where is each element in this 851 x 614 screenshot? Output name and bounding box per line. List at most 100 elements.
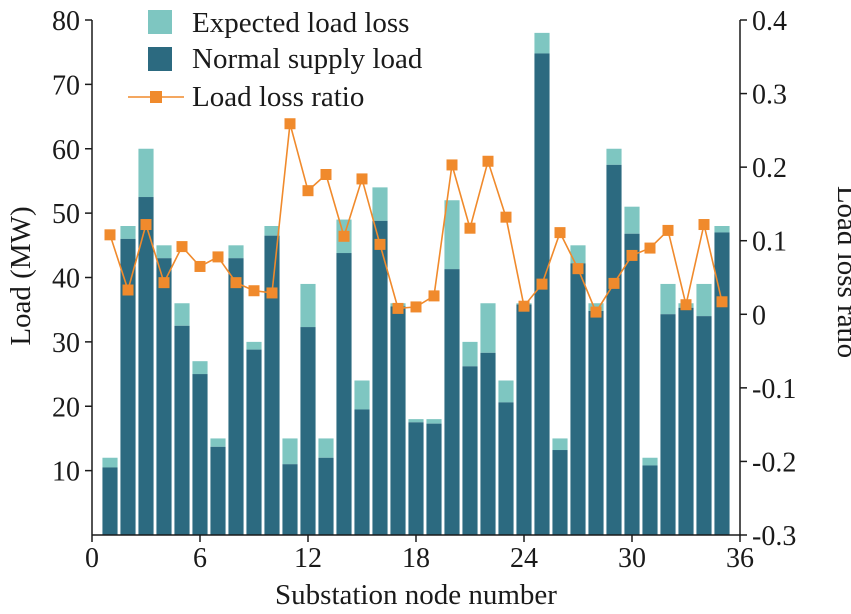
bar-expected-load-loss — [444, 200, 460, 270]
point-load-loss-ratio — [554, 227, 566, 239]
point-load-loss-ratio — [374, 238, 386, 250]
y-tick-label-left: 40 — [52, 264, 80, 295]
bar-normal-supply-load — [624, 233, 640, 535]
bar-expected-load-loss — [228, 245, 244, 259]
point-load-loss-ratio — [698, 219, 710, 231]
bar-expected-load-loss — [570, 245, 586, 264]
point-load-loss-ratio — [212, 251, 224, 263]
bar-expected-load-loss — [408, 419, 424, 423]
bar-expected-load-loss — [624, 206, 640, 234]
point-load-loss-ratio — [446, 159, 458, 171]
legend: Expected load loss Normal supply load Lo… — [128, 7, 423, 113]
y-tick-label-right: 0.4 — [752, 6, 787, 37]
bars-layer — [102, 32, 730, 535]
bar-normal-supply-load — [210, 446, 226, 535]
point-load-loss-ratio — [248, 285, 260, 297]
bar-normal-supply-load — [534, 53, 550, 535]
bar-normal-supply-load — [120, 238, 136, 535]
bar-expected-load-loss — [660, 283, 676, 315]
bar-normal-supply-load — [552, 450, 568, 535]
point-load-loss-ratio — [392, 302, 404, 314]
y-tick-label-left: 20 — [52, 392, 80, 423]
x-tick-label: 24 — [510, 543, 538, 574]
y-tick-label-right: 0.2 — [752, 153, 787, 184]
bar-expected-load-loss — [606, 148, 622, 165]
bar-normal-supply-load — [246, 349, 262, 535]
bar-expected-load-loss — [480, 303, 496, 353]
y-tick-label-left: 10 — [52, 457, 80, 488]
bar-expected-load-loss — [120, 226, 136, 239]
legend-label-expected-load-loss: Expected load loss — [192, 7, 409, 39]
y-tick-label-right: 0.1 — [752, 227, 787, 258]
bar-normal-supply-load — [714, 232, 730, 535]
bar-normal-supply-load — [156, 258, 172, 535]
point-load-loss-ratio — [176, 241, 188, 253]
point-load-loss-ratio — [410, 301, 422, 313]
y-axis-title-left: Load (MW) — [5, 206, 37, 345]
bar-normal-supply-load — [174, 325, 190, 535]
point-load-loss-ratio — [194, 260, 206, 272]
point-load-loss-ratio — [662, 224, 674, 236]
bar-normal-supply-load — [336, 253, 352, 535]
bar-normal-supply-load — [282, 464, 298, 535]
bar-expected-load-loss — [192, 361, 208, 375]
point-load-loss-ratio — [230, 277, 242, 289]
bar-normal-supply-load — [102, 467, 118, 535]
legend-marker-load-loss-ratio — [150, 91, 162, 103]
point-load-loss-ratio — [536, 278, 548, 290]
bar-expected-load-loss — [534, 32, 550, 54]
y-tick-label-left: 70 — [52, 70, 80, 101]
bar-normal-supply-load — [318, 457, 334, 535]
y-tick-label-right: -0.3 — [752, 521, 796, 552]
point-load-loss-ratio — [716, 296, 728, 308]
x-tick-label: 6 — [193, 543, 207, 574]
point-load-loss-ratio — [158, 277, 170, 289]
bar-normal-supply-load — [660, 314, 676, 535]
x-tick-label: 36 — [726, 543, 754, 574]
bar-normal-supply-load — [354, 409, 370, 535]
point-load-loss-ratio — [500, 211, 512, 223]
bar-expected-load-loss — [714, 226, 730, 233]
x-axis-title: Substation node number — [275, 579, 557, 611]
point-load-loss-ratio — [626, 249, 638, 261]
legend-swatch-normal-supply-load — [148, 47, 172, 71]
x-tick-label: 0 — [85, 543, 99, 574]
bar-expected-load-loss — [354, 380, 370, 410]
bar-expected-load-loss — [156, 245, 172, 259]
bar-normal-supply-load — [696, 316, 712, 535]
bar-normal-supply-load — [372, 220, 388, 535]
bar-normal-supply-load — [516, 304, 532, 535]
point-load-loss-ratio — [320, 169, 332, 180]
line-series-layer — [104, 118, 728, 318]
bar-expected-load-loss — [138, 148, 154, 198]
y-tick-label-right: -0.2 — [752, 447, 796, 478]
bar-expected-load-loss — [552, 438, 568, 451]
bar-normal-supply-load — [606, 164, 622, 535]
point-load-loss-ratio — [428, 290, 440, 302]
bar-normal-supply-load — [426, 423, 442, 535]
y-tick-label-right: 0.3 — [752, 80, 787, 111]
point-load-loss-ratio — [572, 263, 584, 275]
point-load-loss-ratio — [302, 185, 314, 197]
y-tick-label-left: 50 — [52, 199, 80, 230]
bar-expected-load-loss — [210, 438, 226, 447]
bar-normal-supply-load — [642, 465, 658, 535]
axes-layer: 0 6 12 18 24 30 36 10 20 30 40 50 60 70 80 -0.3 -0.2 -0.1… — [52, 6, 796, 574]
bar-expected-load-loss — [264, 226, 280, 236]
bar-expected-load-loss — [300, 283, 316, 328]
bar-expected-load-loss — [282, 438, 298, 465]
point-load-loss-ratio — [644, 242, 656, 254]
point-load-loss-ratio — [284, 118, 296, 130]
point-load-loss-ratio — [104, 229, 116, 241]
bar-normal-supply-load — [300, 327, 316, 535]
y-axis-title-right: Load loss ratio — [831, 186, 851, 358]
bar-expected-load-loss — [462, 341, 478, 367]
bar-expected-load-loss — [372, 187, 388, 221]
bar-normal-supply-load — [678, 307, 694, 535]
bar-normal-supply-load — [588, 310, 604, 535]
point-load-loss-ratio — [680, 299, 692, 311]
bar-expected-load-loss — [426, 419, 442, 424]
x-tick-label: 12 — [294, 543, 322, 574]
